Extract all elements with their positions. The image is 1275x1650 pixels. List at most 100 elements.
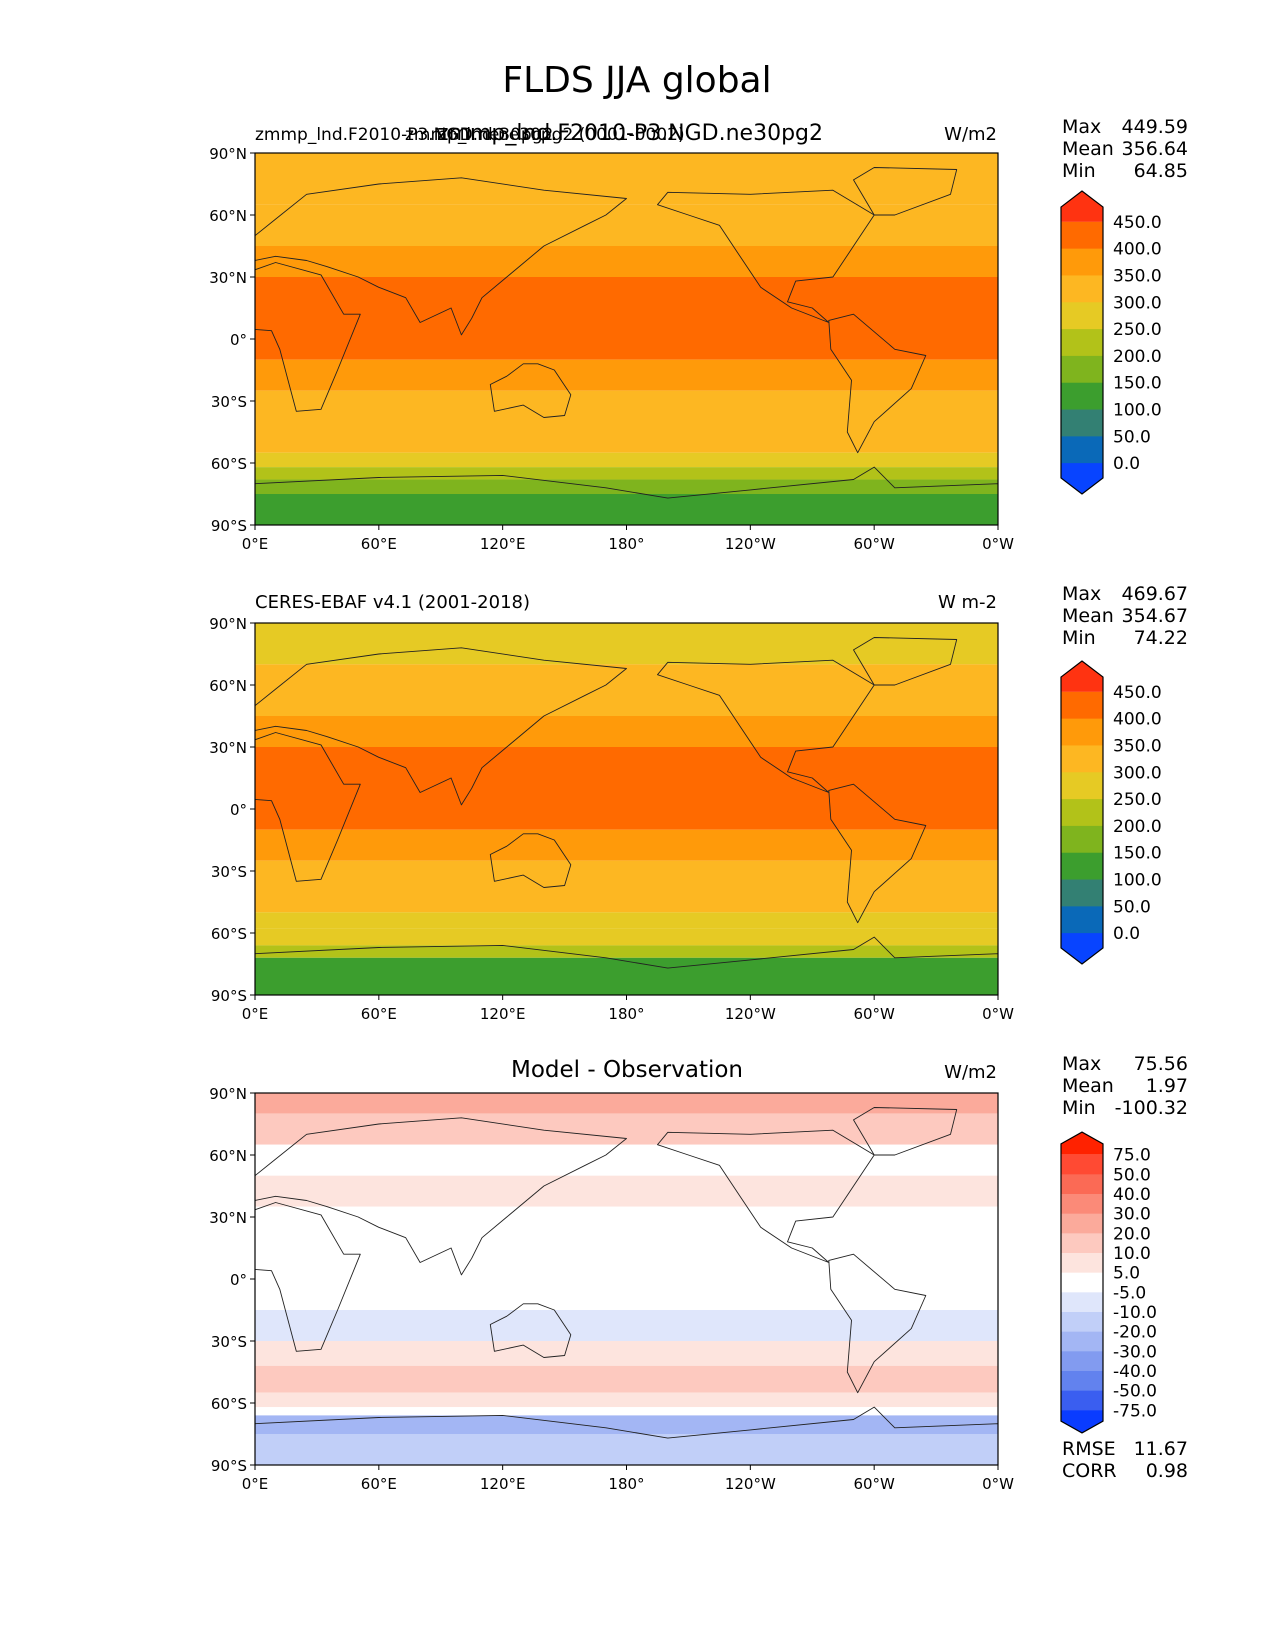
colorbar-label: 400.0: [1113, 710, 1162, 730]
coastline-antarctica: [255, 466, 998, 525]
colorbar-label: 50.0: [1113, 1165, 1151, 1185]
xtick-label: 0°W: [982, 535, 1014, 553]
lat-band-4: [255, 1206, 998, 1259]
colorbar-label: -5.0: [1113, 1283, 1146, 1303]
coastline-antarctica: [255, 1406, 998, 1465]
stat-label: Min: [1062, 160, 1096, 182]
colorbar-bin: [1061, 1174, 1103, 1195]
stat-value: -100.32: [1115, 1097, 1188, 1119]
colorbar-label: 0.0: [1113, 454, 1140, 474]
ytick-label: 60°S: [211, 1395, 247, 1413]
colorbar-label: 100.0: [1113, 401, 1162, 421]
colorbar-bin: [1061, 221, 1103, 250]
lat-band-9: [255, 479, 998, 494]
lat-band-10: [255, 494, 998, 525]
xtick-label: 180°: [608, 1005, 644, 1023]
panel-1: zmmp_lnd.F2010-P3.NGD.ne30pg2 zmmp_lnd.n…: [209, 116, 1188, 553]
map-1: [254, 152, 999, 526]
lat-band-9: [255, 1392, 998, 1408]
stat-label: Max: [1062, 1053, 1101, 1075]
lat-band-7: [255, 452, 998, 468]
stat-label: Mean: [1062, 605, 1114, 627]
coastline-australia: [489, 363, 572, 418]
coastline-europe-asia: [255, 647, 627, 806]
colorbar-label: 50.0: [1113, 897, 1151, 917]
lat-band-0: [255, 623, 998, 665]
panel-2-colorbar: 450.0 400.0 350.0 300.0 250.0 200.0 150.0 100.0…: [1060, 660, 1162, 965]
colorbar-bin: [1061, 799, 1103, 827]
panel-3-skill-stats: RMSE 11.67 CORR 0.98: [1062, 1438, 1188, 1482]
stat-label: Mean: [1062, 1075, 1114, 1097]
panel-2: CERES-EBAF v4.1 (2001-2018) W m-2 90°N 60…: [209, 583, 1188, 1023]
ytick-label: 90°N: [209, 1085, 247, 1103]
colorbar-label: 150.0: [1113, 844, 1162, 864]
lat-band-11: [255, 1415, 998, 1434]
ytick-label: 90°S: [211, 1457, 247, 1475]
xtick-label: 60°W: [853, 1475, 895, 1493]
coastline-north-america: [657, 189, 875, 323]
skill-stat-label: CORR: [1062, 1460, 1117, 1482]
panel-1-y-axis: 90°N 60°N 30°N 0° 30°S 60°S 90°S: [209, 145, 255, 535]
colorbar-bin: [1061, 1194, 1103, 1215]
panel-1-stats: Max 449.59 Mean 356.64 Min 64.85: [1062, 116, 1188, 182]
colorbar-label: -10.0: [1113, 1303, 1157, 1323]
xtick-label: 60°E: [361, 1475, 397, 1493]
coastline-north-america: [657, 1129, 875, 1263]
colorbar-bin: [1061, 1371, 1103, 1392]
colorbar-bin: [1061, 248, 1103, 276]
panel-3-units: W/m2: [944, 1062, 997, 1083]
colorbar-label: 75.0: [1113, 1146, 1151, 1166]
colorbar-label: 5.0: [1113, 1264, 1140, 1284]
lat-band-3: [255, 747, 998, 830]
stat-value: 74.22: [1134, 627, 1188, 649]
lat-band-9: [255, 957, 998, 995]
panel-2-units: W m-2: [938, 592, 997, 613]
ytick-label: 30°S: [211, 393, 247, 411]
colorbar-extend-min: [1061, 463, 1103, 495]
lat-band-2: [255, 246, 998, 277]
ytick-label: 0°: [230, 331, 247, 349]
coastline-south-america: [828, 313, 927, 454]
panel-3-y-axis: 90°N 60°N 30°N 0° 30°S 60°S 90°S: [209, 1085, 255, 1475]
ytick-label: 30°N: [209, 269, 247, 287]
xtick-label: 120°E: [480, 1475, 526, 1493]
coastline-africa: [255, 1202, 361, 1352]
xtick-label: 60°W: [853, 535, 895, 553]
coastline-australia: [489, 833, 572, 888]
colorbar-label: 350.0: [1113, 736, 1162, 756]
colorbar-bin: [1061, 1351, 1103, 1372]
xtick-label: 60°W: [853, 1005, 895, 1023]
colorbar-bin: [1061, 1331, 1103, 1352]
xtick-label: 0°W: [982, 1475, 1014, 1493]
panel-3-x-axis: 0°E 60°E 120°E 180° 120°W 60°W 0°W: [242, 1465, 1014, 1493]
panel-2-title-left: CERES-EBAF v4.1 (2001-2018): [255, 592, 530, 613]
coastline-africa: [255, 262, 361, 412]
colorbar-bin: [1061, 355, 1103, 384]
lat-band-0: [255, 1093, 998, 1114]
coastline-south-america: [828, 783, 927, 924]
colorbar-label: 0.0: [1113, 924, 1140, 944]
lat-band-1: [255, 204, 998, 246]
ytick-label: 60°S: [211, 455, 247, 473]
colorbar-bin: [1061, 691, 1103, 720]
colorbar-bin: [1061, 1233, 1103, 1254]
colorbar-label: 200.0: [1113, 347, 1162, 367]
lat-band-3: [255, 1175, 998, 1207]
colorbar-bin: [1061, 825, 1103, 854]
colorbar-label: 400.0: [1113, 240, 1162, 260]
panel-1-x-axis: 0°E 60°E 120°E 180° 120°W 60°W 0°W: [242, 525, 1014, 553]
ytick-label: 30°S: [211, 863, 247, 881]
colorbar-bin: [1061, 382, 1103, 411]
lat-band-5: [255, 390, 998, 432]
lat-band-1: [255, 664, 998, 716]
stat-label: Min: [1062, 627, 1096, 649]
stat-value: 64.85: [1134, 160, 1188, 182]
stat-value: 449.59: [1122, 116, 1188, 138]
colorbar-extend-max: [1061, 1132, 1103, 1155]
panel-3-colorbar: 75.050.040.030.020.010.05.0-5.0-10.0-20.…: [1060, 1131, 1157, 1434]
ytick-label: 90°S: [211, 987, 247, 1005]
colorbar-extend-min: [1061, 1410, 1103, 1433]
colorbar-bin: [1061, 436, 1103, 464]
ytick-label: 60°N: [209, 1147, 247, 1165]
